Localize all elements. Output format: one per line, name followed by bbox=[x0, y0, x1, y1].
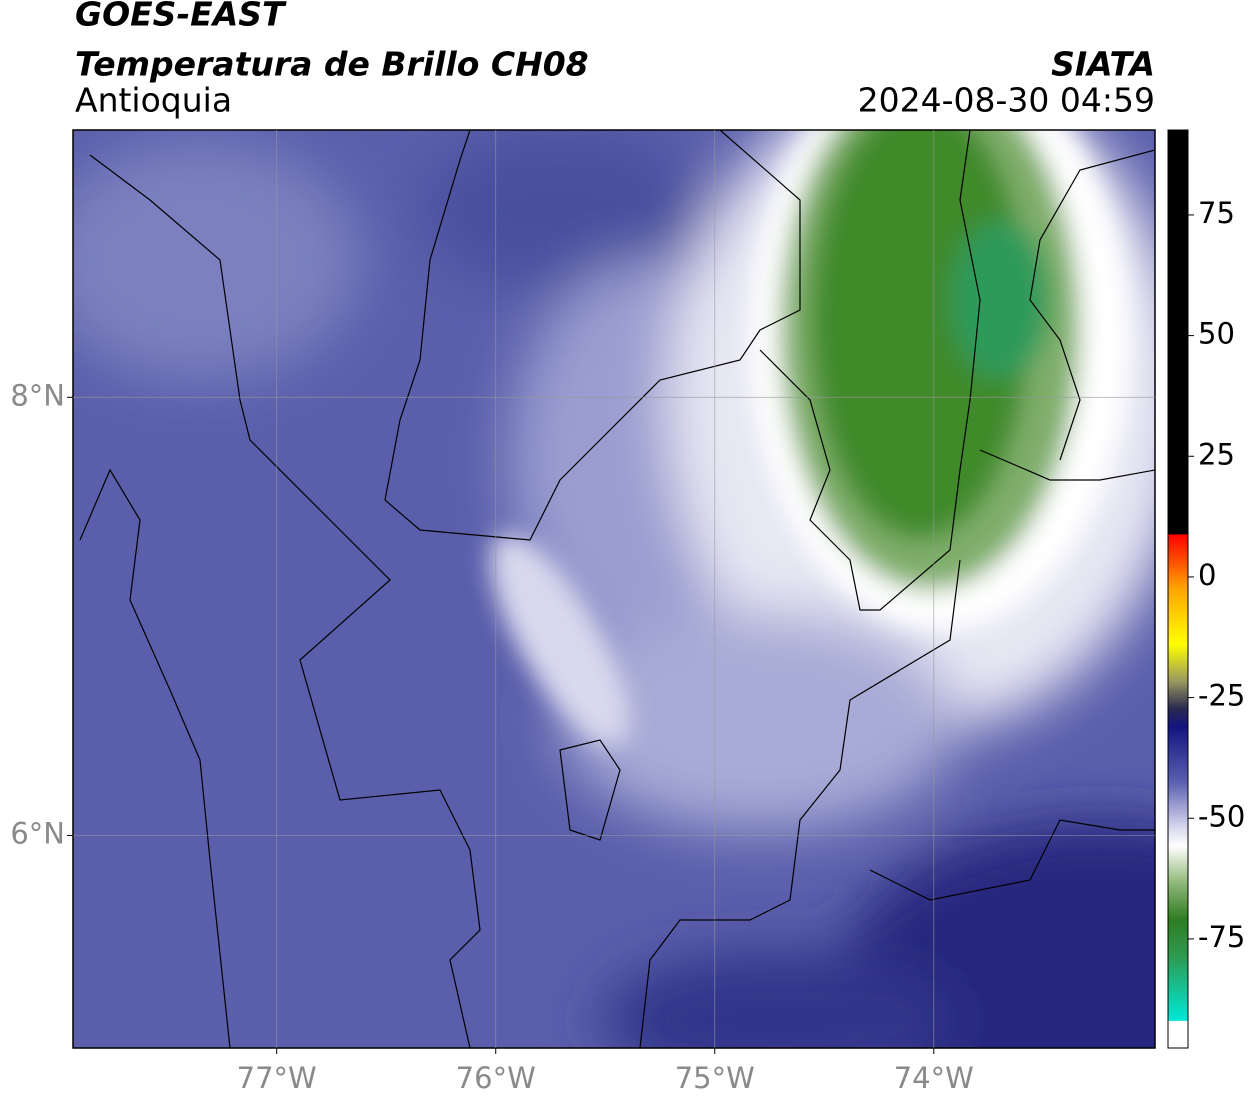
map-frame bbox=[72, 129, 1156, 1049]
colorbar-tick-label: -75 bbox=[1198, 920, 1245, 954]
x-tick-label: 76°W bbox=[456, 1061, 536, 1095]
x-tick-label: 77°W bbox=[237, 1061, 317, 1095]
x-tick-label: 75°W bbox=[675, 1061, 755, 1095]
imagery bbox=[73, 130, 1155, 1048]
colorbar-tick-label: 75 bbox=[1198, 196, 1235, 230]
colorbar-tick-label: -50 bbox=[1198, 799, 1245, 833]
y-tick-label: 6°N bbox=[10, 816, 65, 850]
colorbar-tick-label: 25 bbox=[1198, 437, 1235, 471]
timestamp: 2024-08-30 04:59 bbox=[858, 81, 1155, 120]
region: Antioquia bbox=[75, 81, 232, 120]
source: SIATA bbox=[1051, 45, 1155, 84]
colorbar-tick-label: -25 bbox=[1198, 679, 1245, 713]
colorbar-tick-label: 50 bbox=[1198, 317, 1235, 351]
subtitle: Temperatura de Brillo CH08 bbox=[75, 45, 589, 84]
colorbar-tick-label: 0 bbox=[1198, 558, 1216, 592]
colorbar bbox=[1167, 129, 1189, 1049]
title: GOES-EAST bbox=[75, 0, 287, 34]
x-tick-label: 74°W bbox=[894, 1061, 974, 1095]
y-tick-label: 8°N bbox=[10, 378, 65, 412]
